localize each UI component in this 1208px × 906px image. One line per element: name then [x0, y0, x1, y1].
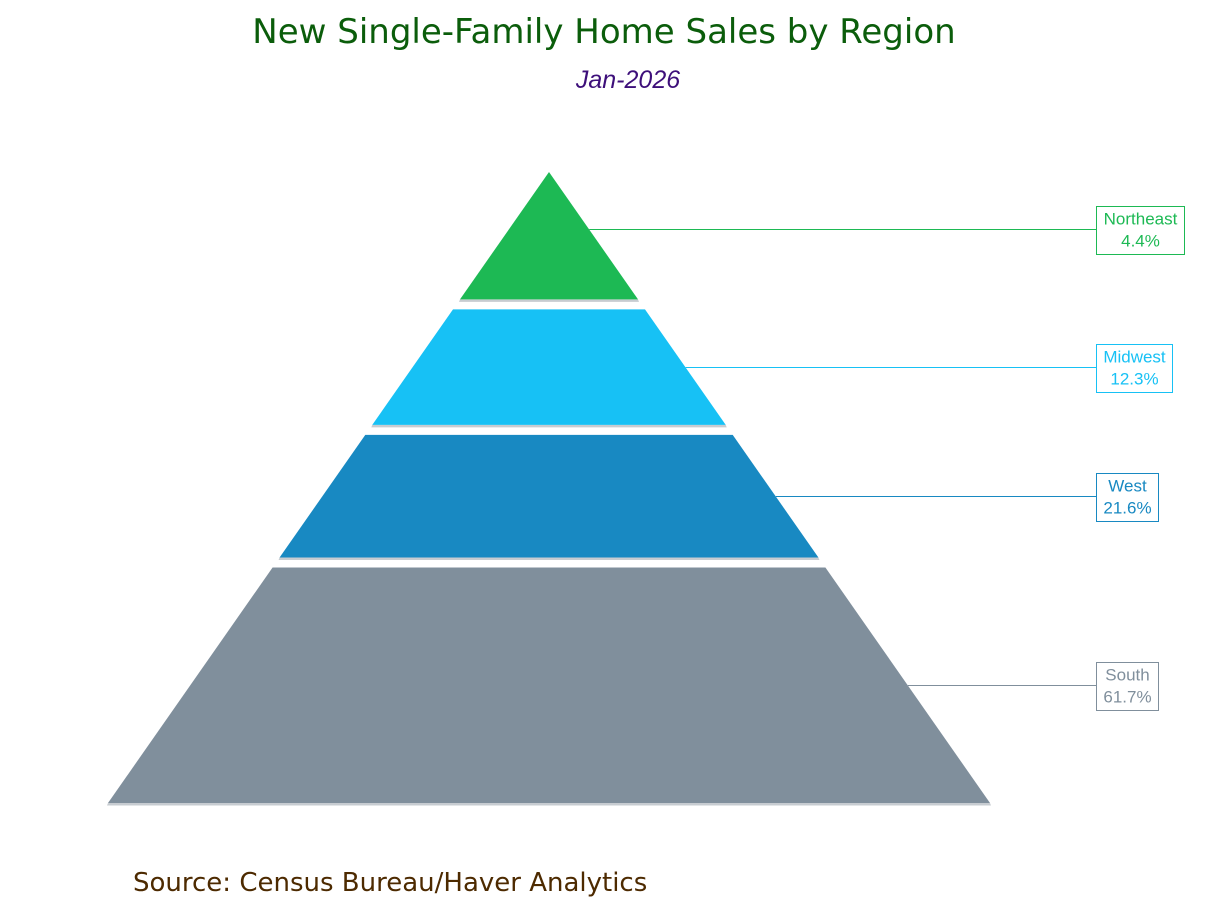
segment-name-label: West — [1108, 477, 1147, 496]
chart-subtitle: Jan-2026 — [575, 66, 681, 94]
pyramid-segment-west — [279, 434, 819, 558]
segment-name-label: Northeast — [1104, 210, 1178, 229]
pyramid-segment-northeast — [459, 172, 639, 300]
pyramid-segment-shadow — [278, 557, 820, 561]
label-box-south — [1096, 662, 1159, 711]
segment-name-label: South — [1105, 666, 1149, 685]
segment-value-label: 4.4% — [1121, 232, 1160, 251]
label-box-midwest — [1096, 344, 1173, 393]
pyramid-segment-shadow — [371, 424, 727, 428]
pyramid-segment-shadow — [107, 803, 991, 806]
pyramid-segment-south — [108, 567, 990, 803]
segment-name-label: Midwest — [1103, 348, 1166, 367]
label-box-west — [1096, 473, 1159, 522]
pyramid-segment-shadow — [458, 299, 640, 302]
segment-value-label: 21.6% — [1103, 499, 1151, 518]
chart-title: New Single-Family Home Sales by Region — [252, 12, 956, 52]
segment-value-label: 61.7% — [1103, 688, 1151, 707]
segment-value-label: 12.3% — [1110, 370, 1158, 389]
source-note: Source: Census Bureau/Haver Analytics — [133, 868, 648, 898]
pyramid-segment-midwest — [372, 309, 726, 425]
label-box-northeast — [1096, 206, 1185, 255]
